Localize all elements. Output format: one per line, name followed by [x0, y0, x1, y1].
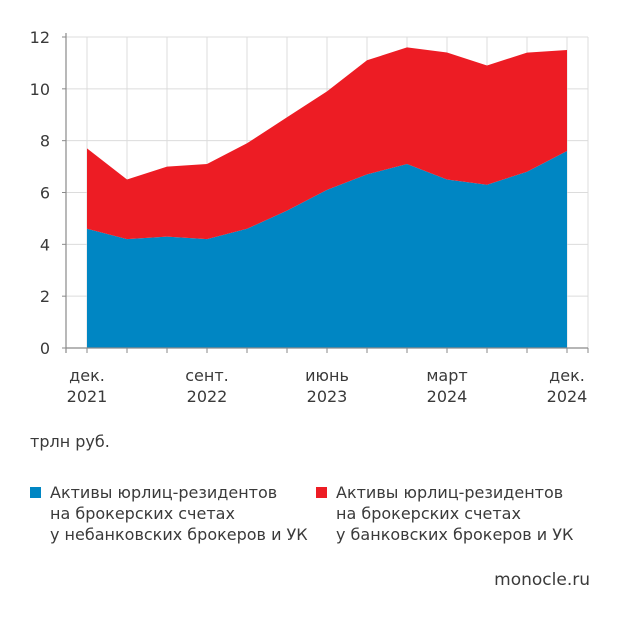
y-tick-label: 8 — [40, 132, 50, 151]
legend-swatch-blue — [30, 487, 41, 498]
x-tick-label: 2024 — [427, 387, 468, 406]
legend-line: у банковских брокеров и УК — [336, 525, 574, 544]
legend-line: Активы юрлиц-резидентов — [50, 483, 278, 502]
area-chart: 0 2 4 6 8 10 12 дек. 2021 сент. 2022 июнь 2023 март 2… — [30, 28, 589, 406]
y-tick-label: 2 — [40, 287, 50, 306]
legend-label: Активы юрлиц-резидентов на брокерских сч… — [50, 482, 308, 545]
x-tick-label: 2022 — [187, 387, 228, 406]
x-tick-label: 2023 — [307, 387, 348, 406]
x-tick-labels: дек. 2021 сент. 2022 июнь 2023 март 2024 дек. 202… — [67, 366, 588, 406]
y-tick-labels: 0 2 4 6 8 10 12 — [30, 28, 50, 358]
y-tick-label: 12 — [30, 28, 50, 47]
legend-label: Активы юрлиц-резидентов на брокерских сч… — [336, 482, 573, 545]
x-tick-label: 2021 — [67, 387, 108, 406]
legend-line: на брокерских счетах — [336, 504, 521, 523]
y-tick-label: 6 — [40, 184, 50, 203]
x-tick-label: март — [426, 366, 467, 385]
legend-swatch-red — [316, 487, 327, 498]
legend-line: Активы юрлиц-резидентов — [336, 483, 564, 502]
axes — [62, 33, 589, 353]
area-series-0 — [87, 151, 567, 348]
x-tick-label: июнь — [305, 366, 349, 385]
x-tick-label: дек. — [69, 366, 105, 385]
legend-line: у небанковских брокеров и УК — [50, 525, 308, 544]
source-label: monocle.ru — [494, 570, 590, 590]
y-tick-label: 4 — [40, 235, 50, 254]
unit-label: трлн руб. — [30, 432, 110, 451]
y-tick-label: 10 — [30, 80, 50, 99]
y-tick-label: 0 — [40, 339, 50, 358]
x-tick-label: дек. — [549, 366, 585, 385]
x-tick-label: сент. — [185, 366, 229, 385]
legend-line: на брокерских счетах — [50, 504, 235, 523]
x-tick-label: 2024 — [547, 387, 588, 406]
area-series-1 — [87, 47, 567, 240]
areas — [87, 47, 567, 348]
